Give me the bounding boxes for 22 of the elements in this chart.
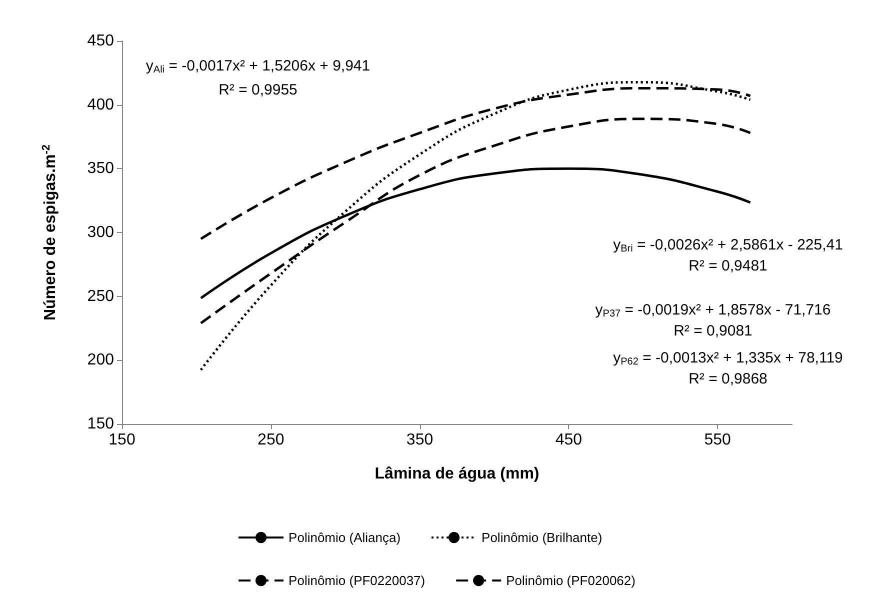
- y-axis-title: Número de espigas.m-2: [40, 144, 59, 321]
- annotation: R² = 0,9868: [688, 370, 768, 388]
- annotation: R² = 0,9481: [688, 258, 768, 274]
- x-tick-label: 350: [406, 432, 434, 448]
- annotation: R² = 0,9955: [218, 82, 298, 98]
- x-tick-label: 150: [108, 432, 136, 448]
- y-tick-label: 150: [87, 416, 114, 432]
- y-tick-label: 450: [87, 32, 114, 50]
- legend-label: Polinômio (PF0220037): [288, 573, 426, 588]
- y-tick-label: 300: [87, 224, 114, 241]
- y-tick-label: 350: [87, 160, 114, 178]
- x-axis-title: Lâmina de água (mm): [374, 466, 540, 482]
- x-tick-label: 550: [704, 432, 731, 448]
- legend-label: Polinômio (Aliança): [288, 530, 401, 545]
- x-tick-label: 450: [555, 432, 582, 448]
- annotation: R² = 0,9081: [674, 322, 752, 340]
- x-tick-label: 250: [258, 432, 284, 448]
- y-tick-label: 400: [87, 96, 114, 114]
- legend-label: Polinômio (Brilhante): [482, 530, 602, 545]
- y-tick-label: 250: [87, 288, 114, 305]
- y-tick-label: 200: [87, 352, 114, 369]
- legend-label: Polinômio (PF020062): [506, 573, 636, 588]
